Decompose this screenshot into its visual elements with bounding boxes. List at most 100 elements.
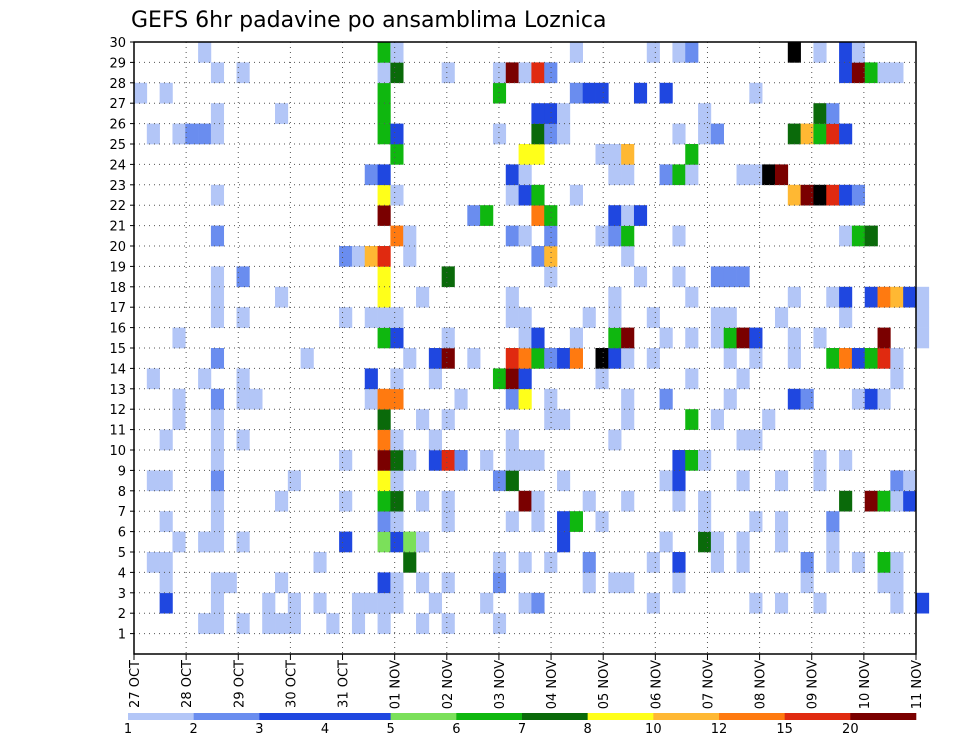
heatmap-cell bbox=[569, 327, 583, 349]
heatmap-cell bbox=[236, 62, 250, 84]
heatmap-cell bbox=[685, 286, 699, 308]
heatmap-cell bbox=[505, 286, 519, 308]
heatmap-cell bbox=[377, 286, 391, 308]
heatmap-cell bbox=[518, 552, 532, 573]
heatmap-cell bbox=[813, 592, 827, 614]
x-tick-label: 06 NOV bbox=[649, 660, 664, 709]
heatmap-cell bbox=[544, 246, 558, 267]
heatmap-cell bbox=[903, 286, 917, 308]
heatmap-cell bbox=[774, 470, 789, 492]
heatmap-cell bbox=[518, 348, 532, 369]
heatmap-cell bbox=[351, 592, 366, 614]
heatmap-cell bbox=[723, 307, 737, 328]
x-tick-label: 03 NOV bbox=[493, 660, 508, 709]
heatmap-cell bbox=[236, 266, 250, 288]
heatmap-cell bbox=[698, 531, 712, 553]
heatmap-cell bbox=[608, 164, 622, 186]
x-axis-ticks: 27 OCT 28 OCT 29 OCT 30 OCT 31 OCT 01 NOV 02 N… bbox=[128, 654, 925, 709]
heatmap-cell bbox=[377, 450, 391, 471]
x-tick-label: 02 NOV bbox=[441, 660, 456, 709]
heatmap-cell bbox=[839, 490, 853, 512]
heatmap-cell bbox=[377, 388, 391, 410]
heatmap-cell bbox=[159, 470, 173, 492]
heatmap-cell bbox=[608, 327, 622, 349]
legend-swatch bbox=[128, 713, 194, 720]
y-tick-label: 2 bbox=[118, 607, 126, 622]
heatmap-cell bbox=[710, 531, 725, 553]
y-tick-label: 12 bbox=[109, 403, 126, 418]
y-tick-label: 8 bbox=[118, 485, 126, 500]
x-tick-label: 07 NOV bbox=[701, 660, 716, 709]
heatmap-cell bbox=[698, 103, 712, 124]
heatmap-cell bbox=[159, 82, 173, 104]
heatmap-cell bbox=[441, 613, 455, 634]
legend-label: 12 bbox=[711, 722, 728, 737]
heatmap-cell bbox=[377, 429, 391, 451]
heatmap-cell bbox=[582, 552, 596, 573]
heatmap-cell bbox=[287, 470, 301, 492]
heatmap-cell bbox=[557, 470, 571, 492]
heatmap-cell bbox=[146, 123, 160, 145]
heatmap-cell bbox=[492, 368, 507, 390]
heatmap-cell bbox=[390, 490, 404, 512]
heatmap-cell bbox=[544, 103, 558, 124]
heatmap-cell bbox=[890, 348, 904, 369]
heatmap-cell bbox=[505, 307, 519, 328]
legend-label: 5 bbox=[387, 722, 395, 737]
heatmap-cell bbox=[800, 552, 814, 573]
heatmap-cell bbox=[275, 286, 289, 308]
heatmap-cell bbox=[826, 103, 840, 124]
heatmap-cell bbox=[390, 388, 404, 410]
heatmap-cell bbox=[441, 409, 455, 430]
legend-label: 4 bbox=[321, 722, 329, 737]
heatmap-cell bbox=[544, 225, 558, 247]
heatmap-cell bbox=[377, 409, 391, 430]
heatmap-cell bbox=[864, 225, 878, 247]
heatmap-cell bbox=[390, 531, 404, 553]
heatmap-cell bbox=[595, 348, 609, 369]
y-tick-label: 9 bbox=[118, 464, 126, 479]
heatmap-cell bbox=[159, 592, 173, 614]
x-tick-label: 31 OCT bbox=[337, 660, 352, 708]
heatmap-cell bbox=[210, 184, 225, 206]
x-tick-label: 10 NOV bbox=[858, 660, 873, 709]
heatmap-cell bbox=[659, 164, 673, 186]
legend-label: 15 bbox=[776, 722, 793, 737]
heatmap-cell bbox=[223, 572, 237, 594]
heatmap-cell bbox=[210, 388, 225, 410]
heatmap-cell bbox=[685, 164, 699, 186]
heatmap-cell bbox=[685, 409, 699, 430]
heatmap-cell bbox=[544, 123, 558, 145]
heatmap-cell bbox=[916, 286, 930, 308]
heatmap-cell bbox=[364, 307, 378, 328]
heatmap-cell bbox=[210, 225, 225, 247]
y-tick-label: 15 bbox=[109, 342, 126, 357]
heatmap-cell bbox=[377, 184, 391, 206]
heatmap-cell bbox=[877, 388, 891, 410]
heatmap-cell bbox=[736, 327, 750, 349]
heatmap-cell bbox=[698, 511, 712, 532]
heatmap-cell bbox=[851, 225, 866, 247]
heatmap-cell bbox=[236, 307, 250, 328]
y-tick-label: 18 bbox=[109, 281, 126, 296]
heatmap-cell bbox=[710, 409, 725, 430]
heatmap-cell bbox=[403, 531, 417, 553]
heatmap-cell bbox=[172, 409, 186, 430]
heatmap-cell bbox=[377, 123, 391, 145]
heatmap-cell bbox=[595, 368, 609, 390]
heatmap-cell bbox=[916, 327, 930, 349]
heatmap-cell bbox=[595, 511, 609, 532]
heatmap-cell bbox=[557, 123, 571, 145]
heatmap-cell bbox=[275, 103, 289, 124]
heatmap-cell bbox=[198, 613, 212, 634]
x-tick-label: 08 NOV bbox=[754, 660, 769, 709]
heatmap-cell bbox=[441, 348, 455, 369]
heatmap-cell bbox=[185, 123, 199, 145]
heatmap-cell bbox=[390, 368, 404, 390]
heatmap-cell bbox=[685, 42, 699, 63]
heatmap-cell bbox=[531, 103, 545, 124]
heatmap-cell bbox=[210, 409, 225, 430]
heatmap-cell bbox=[416, 286, 430, 308]
heatmap-cell bbox=[659, 82, 673, 104]
heatmap-cell bbox=[557, 348, 571, 369]
